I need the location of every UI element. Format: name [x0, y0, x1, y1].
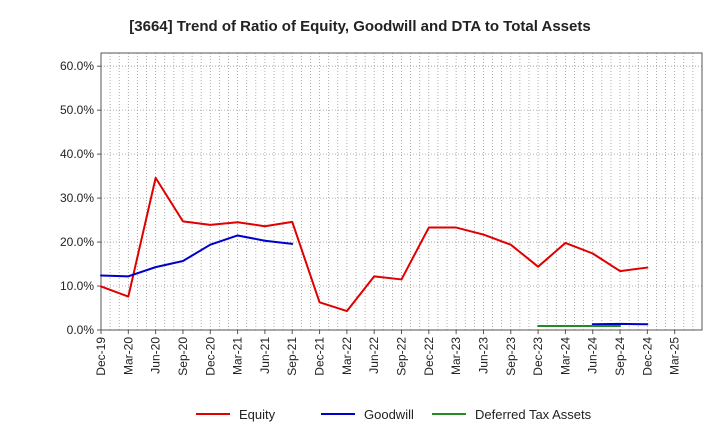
x-tick-label: Dec-22 — [422, 337, 436, 376]
x-tick-label: Sep-24 — [613, 337, 627, 376]
chart-title: [3664] Trend of Ratio of Equity, Goodwil… — [129, 18, 590, 35]
legend-label: Equity — [239, 407, 276, 422]
x-tick-label: Mar-24 — [558, 337, 572, 375]
x-tick-label: Mar-21 — [231, 337, 245, 375]
x-tick-label: Dec-23 — [531, 337, 545, 376]
y-tick-label: 40.0% — [60, 147, 94, 161]
x-tick-label: Jun-20 — [149, 337, 163, 374]
legend-label: Goodwill — [364, 407, 414, 422]
y-tick-label: 60.0% — [60, 59, 94, 73]
x-tick-label: Sep-21 — [285, 337, 299, 376]
y-tick-label: 30.0% — [60, 191, 94, 205]
x-tick-label: Mar-25 — [668, 337, 682, 375]
series-line-goodwill — [100, 234, 649, 326]
x-tick-label: Dec-20 — [203, 337, 217, 376]
x-tick-label: Jun-21 — [258, 337, 272, 374]
legend: Equity Goodwill Deferred Tax Assets — [196, 407, 592, 422]
x-tick-label: Jun-24 — [586, 337, 600, 374]
grid — [100, 53, 703, 331]
x-tick-label: Dec-19 — [94, 337, 108, 376]
x-tick-label: Dec-21 — [313, 337, 327, 376]
x-tick-label: Jun-23 — [476, 337, 490, 374]
x-tick-label: Mar-23 — [449, 337, 463, 375]
x-tick-label: Mar-20 — [121, 337, 135, 375]
x-tick-label: Sep-23 — [504, 337, 518, 376]
x-tick-label: Dec-24 — [640, 337, 654, 376]
y-tick-label: 0.0% — [67, 323, 95, 337]
series-line-equity — [100, 176, 649, 313]
y-tick-label: 50.0% — [60, 103, 94, 117]
y-tick-label: 10.0% — [60, 279, 94, 293]
y-axis: 0.0% 10.0% 20.0% 30.0% 40.0% 50.0% 60.0% — [60, 59, 101, 337]
x-tick-label: Sep-22 — [395, 337, 409, 376]
x-tick-label: Sep-20 — [176, 337, 190, 376]
x-axis: Dec-19 Mar-20 Jun-20 Sep-20 Dec-20 Mar-21 Jun-… — [94, 330, 682, 376]
x-tick-label: Mar-22 — [340, 337, 354, 375]
y-tick-label: 20.0% — [60, 235, 94, 249]
legend-label: Deferred Tax Assets — [475, 407, 592, 422]
x-tick-label: Jun-22 — [367, 337, 381, 374]
series — [100, 176, 649, 328]
